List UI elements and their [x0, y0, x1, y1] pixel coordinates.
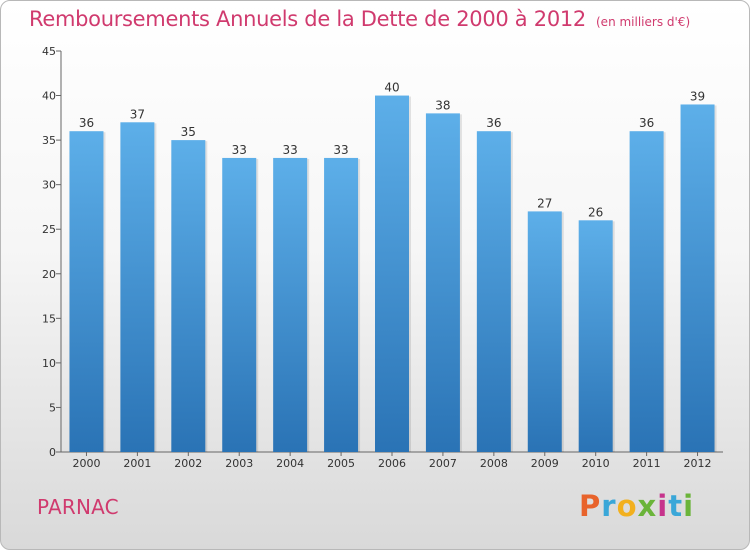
proxiti-logo[interactable]: Proxiti [579, 489, 694, 523]
logo-letter: P [579, 489, 602, 523]
y-tick-label: 10 [42, 357, 56, 370]
bar [273, 157, 308, 452]
bar [324, 157, 359, 452]
logo-letter: r [601, 489, 617, 523]
x-tick-label: 2005 [327, 457, 355, 470]
y-tick-label: 0 [49, 446, 56, 459]
data-label: 35 [181, 125, 196, 139]
x-tick-label: 2003 [225, 457, 253, 470]
data-label: 33 [283, 143, 298, 157]
data-label: 38 [435, 98, 450, 112]
data-label: 36 [486, 116, 501, 130]
logo-letter: t [668, 489, 684, 523]
data-label: 33 [333, 143, 348, 157]
y-tick-label: 40 [42, 90, 56, 103]
bar [527, 211, 562, 452]
bar [222, 157, 257, 452]
x-tick-label: 2011 [633, 457, 661, 470]
commune-name: PARNAC [37, 495, 119, 519]
x-tick-label: 2010 [582, 457, 610, 470]
y-tick-label: 15 [42, 312, 56, 325]
x-tick-label: 2012 [684, 457, 712, 470]
y-tick-label: 20 [42, 268, 56, 281]
y-tick-label: 5 [49, 401, 56, 414]
x-tick-label: 2001 [123, 457, 151, 470]
x-tick-label: 2007 [429, 457, 457, 470]
y-tick-label: 25 [42, 223, 56, 236]
chart-title-row: Remboursements Annuels de la Dette de 20… [29, 7, 690, 31]
data-label: 37 [130, 107, 145, 121]
data-label: 26 [588, 205, 603, 219]
x-tick-label: 2002 [174, 457, 202, 470]
data-label: 27 [537, 196, 552, 210]
y-tick-label: 35 [42, 134, 56, 147]
logo-letter: i [657, 489, 669, 523]
bar [680, 104, 715, 452]
chart-unit: (en milliers d'€) [596, 15, 691, 29]
bar [629, 131, 664, 452]
logo-letter: x [637, 489, 658, 523]
chart-title: Remboursements Annuels de la Dette de 20… [29, 7, 586, 31]
chart-bars [69, 95, 717, 453]
bar [578, 220, 613, 452]
chart-labels: 2000 36 2001 37 2002 35 2003 33 2004 33 2005 33 2006… [72, 81, 711, 470]
x-tick-label: 2004 [276, 457, 304, 470]
bar [425, 113, 460, 452]
data-label: 36 [79, 116, 94, 130]
bar [69, 131, 104, 452]
logo-letter: o [616, 489, 638, 523]
bar [375, 95, 409, 453]
data-label: 40 [384, 81, 399, 95]
y-tick-label: 30 [42, 179, 56, 192]
data-label: 39 [690, 89, 705, 103]
x-tick-label: 2000 [72, 457, 100, 470]
x-tick-label: 2006 [378, 457, 406, 470]
y-tick-label: 45 [42, 45, 56, 58]
bar [120, 122, 155, 453]
data-label: 33 [232, 143, 247, 157]
x-tick-label: 2008 [480, 457, 508, 470]
bar [476, 131, 511, 452]
data-label: 36 [639, 116, 654, 130]
bar [171, 140, 206, 452]
x-tick-label: 2009 [531, 457, 559, 470]
logo-letter: i [683, 489, 695, 523]
